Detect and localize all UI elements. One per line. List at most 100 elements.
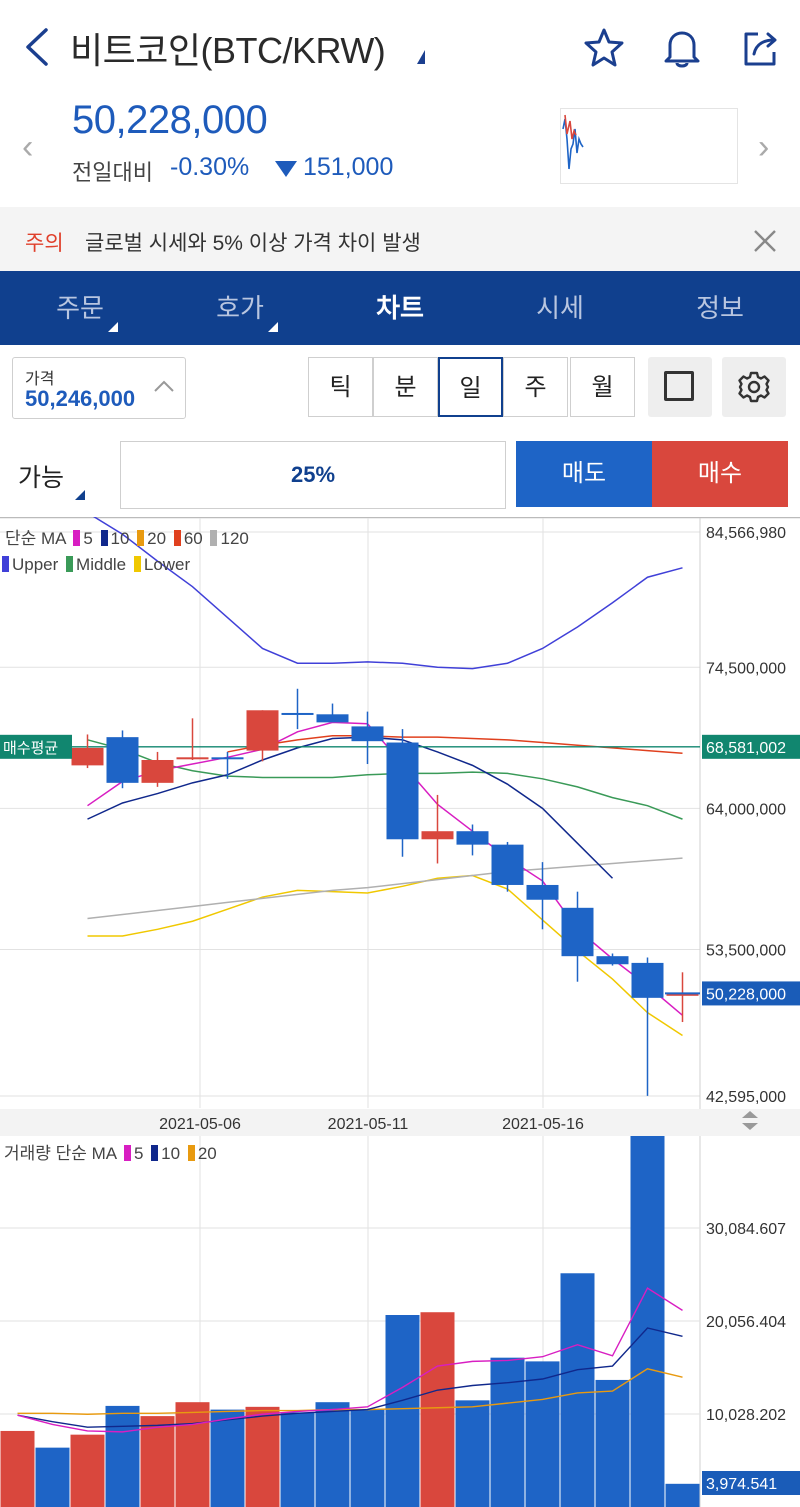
change-percent: -0.30% <box>170 153 250 181</box>
volume-bar <box>595 1379 630 1507</box>
period-day-button[interactable]: 일 <box>438 357 503 417</box>
avg-buy-value-label: 68,581,002 <box>706 740 786 757</box>
candle-body <box>246 710 279 751</box>
tab-order[interactable]: 주문 <box>56 293 104 323</box>
prev-coin-button[interactable]: ‹ <box>22 128 34 166</box>
star-icon[interactable] <box>582 26 626 70</box>
fullscreen-button[interactable] <box>648 357 712 417</box>
volume-bar <box>70 1434 105 1507</box>
candle-body <box>666 993 699 996</box>
volume-bar <box>245 1406 280 1507</box>
tab-info[interactable]: 정보 <box>696 293 744 323</box>
candle-body <box>281 712 314 715</box>
back-button[interactable] <box>18 24 58 70</box>
period-month-button[interactable]: 월 <box>570 357 635 417</box>
tab-order-menu-icon <box>108 322 118 332</box>
x-axis-label: 2021-05-11 <box>328 1116 409 1133</box>
current-price-tag-label: 50,228,000 <box>706 986 786 1003</box>
price-axis-label: 42,595,000 <box>706 1089 786 1106</box>
volume-bar <box>315 1402 350 1507</box>
close-icon[interactable] <box>752 228 778 254</box>
candle-body <box>316 714 349 723</box>
ma120-line <box>87 857 683 920</box>
x-axis-label: 2021-05-16 <box>502 1116 584 1133</box>
chevron-up-icon <box>154 380 174 392</box>
volume-bar <box>350 1409 385 1507</box>
settings-button[interactable] <box>722 357 786 417</box>
moving-averages <box>0 721 700 1016</box>
band-middle-line <box>87 739 683 820</box>
tab-orderbook-menu-icon <box>268 322 278 332</box>
title-dropdown-icon[interactable] <box>417 50 425 64</box>
candle-body <box>421 831 454 840</box>
price-volume-chart[interactable]: 84,566,980 74,500,000 64,000,000 53,500,000… <box>0 517 800 1507</box>
candle-body <box>71 747 104 766</box>
period-week-button[interactable]: 주 <box>503 357 568 417</box>
band-legend: Upper Middle Lower <box>2 555 190 575</box>
page-title[interactable]: 비트코인(BTC/KRW) <box>70 30 386 71</box>
period-tick-button[interactable]: 틱 <box>308 357 373 417</box>
volume-axis-label: 30,084.607 <box>706 1221 786 1238</box>
buy-button[interactable]: 매수 <box>652 441 788 507</box>
square-icon <box>664 371 694 401</box>
x-axis-strip <box>0 1109 800 1136</box>
change-value: 151,000 <box>303 153 394 181</box>
volume-bar <box>630 1136 665 1507</box>
sell-button[interactable]: 매도 <box>516 441 652 507</box>
tab-chart[interactable]: 차트 <box>376 293 424 323</box>
tab-orderbook[interactable]: 호가 <box>216 293 264 323</box>
candle-body <box>561 907 594 957</box>
ma-legend-title: 단순 MA <box>5 529 66 548</box>
next-coin-button[interactable]: › <box>758 128 770 166</box>
resize-up-icon <box>742 1111 758 1118</box>
chart-axes: 84,566,980 74,500,000 64,000,000 53,500,000… <box>0 525 800 1495</box>
ma60-line <box>227 735 683 755</box>
chevron-left-icon <box>26 28 48 66</box>
candle-body <box>631 962 664 998</box>
avg-buy-value-tag <box>702 734 800 759</box>
volume-legend: 거래량 단순 MA 5 10 20 <box>4 1144 217 1163</box>
volume-bar <box>420 1312 455 1507</box>
volume-bar <box>105 1405 140 1507</box>
down-triangle-icon <box>275 161 297 177</box>
bollinger-bands <box>87 517 683 1037</box>
price-axis-label: 84,566,980 <box>706 525 786 542</box>
ma-legend: 단순 MA 5 10 20 60 120 <box>5 529 249 548</box>
candle-body <box>141 759 174 783</box>
volume-bar <box>280 1412 315 1507</box>
mini-price-chart[interactable] <box>560 108 738 184</box>
volume-bar <box>455 1400 490 1507</box>
available-label[interactable]: 가능 <box>18 464 65 492</box>
vol-ma20-line <box>17 1368 683 1415</box>
volume-bar <box>665 1483 700 1507</box>
warning-notice <box>0 207 800 271</box>
notice-text: 글로벌 시세와 5% 이상 가격 차이 발생 <box>85 232 421 255</box>
candlesticks <box>71 688 699 1096</box>
volume-bar <box>35 1447 70 1507</box>
share-icon[interactable] <box>738 26 782 70</box>
volume-bar <box>525 1361 560 1507</box>
chart-grid <box>0 518 701 1507</box>
header-bar <box>0 0 800 95</box>
candle-body <box>351 726 384 742</box>
candle-body <box>526 884 559 900</box>
volume-bar <box>0 1430 35 1507</box>
order-percent-selector[interactable]: 25% <box>120 441 506 509</box>
tab-market-price[interactable]: 시세 <box>536 293 584 323</box>
ma10-line <box>87 736 614 879</box>
volume-bar <box>490 1357 525 1507</box>
tab-bar <box>0 271 800 345</box>
candle-body <box>596 956 629 965</box>
volume-bars <box>0 1136 700 1507</box>
candle-body <box>456 831 489 845</box>
volume-bar <box>560 1273 595 1507</box>
volume-bar <box>210 1409 245 1507</box>
candle-body <box>386 742 419 840</box>
avg-buy-tag <box>0 734 72 759</box>
candle-body <box>176 757 209 760</box>
period-minute-button[interactable]: 분 <box>373 357 438 417</box>
current-price-tag <box>702 981 800 1006</box>
bell-icon[interactable] <box>660 26 704 70</box>
notice-tag: 주의 <box>25 232 64 255</box>
volume-current-tag <box>702 1471 800 1495</box>
